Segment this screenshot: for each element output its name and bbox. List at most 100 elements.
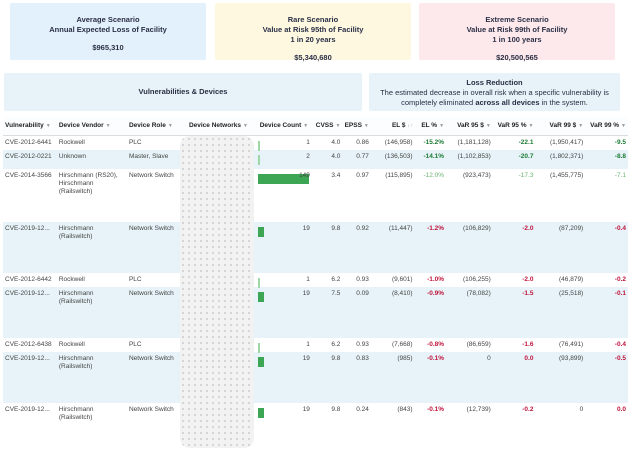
cell-cvss: 6.2 bbox=[331, 275, 341, 283]
column-label: EL % bbox=[421, 122, 438, 130]
cell-cvss: 3.4 bbox=[331, 171, 341, 179]
table-row[interactable]: CVE-2019-12... Hirschmann (Railswitch) Net… bbox=[3, 351, 628, 403]
table-row[interactable]: CVE-2012-6438 Rockwell PLC 1 6.2 0.93 (7,668) -… bbox=[3, 338, 628, 353]
sort-icon[interactable]: ↓↑ bbox=[407, 123, 413, 130]
chevron-down-icon[interactable]: ▼ bbox=[167, 123, 173, 130]
column-label: CVSS bbox=[315, 122, 334, 130]
cell-v99: (93,899) bbox=[535, 351, 586, 403]
device-count-bar bbox=[258, 173, 310, 184]
table-row[interactable]: CVE-2019-12... Hirschmann (Railswitch) Net… bbox=[3, 221, 628, 273]
column-header[interactable]: VaR 99 $ ▼ bbox=[535, 117, 586, 136]
column-label: Device Networks bbox=[188, 122, 241, 130]
cell-vendor: Unknown bbox=[56, 149, 127, 169]
chevron-down-icon[interactable]: ▼ bbox=[621, 123, 626, 130]
chevron-down-icon[interactable]: ▼ bbox=[439, 123, 445, 130]
cell-role: Network Switch bbox=[126, 286, 181, 338]
cell-v99p: 0.0 bbox=[616, 405, 626, 413]
cell-v99: 0 bbox=[579, 405, 584, 413]
table-row[interactable]: CVE-2014-3566 Hirschmann (RS20), Hirschma… bbox=[3, 169, 628, 222]
cell-elp: -14.1% bbox=[414, 149, 447, 169]
chevron-down-icon[interactable]: ▼ bbox=[528, 123, 534, 130]
cell-v95p: -0.2 bbox=[522, 405, 534, 413]
cell-v95p: 0.0 bbox=[492, 351, 536, 403]
chevron-down-icon[interactable]: ▼ bbox=[485, 123, 491, 130]
cell-v99p: -7.1 bbox=[614, 171, 626, 179]
loss-reduction-description: The estimated decrease in overall risk w… bbox=[380, 88, 609, 107]
cell-role: Network Switch bbox=[128, 171, 174, 179]
column-header[interactable]: VaR 95 $ ▼ bbox=[446, 117, 493, 136]
column-header[interactable]: EL % ▼ bbox=[414, 117, 447, 136]
cell-v95: (1,102,853) bbox=[446, 149, 493, 169]
column-header[interactable]: EPSS ▼ bbox=[342, 117, 371, 136]
cell-v95p: -1.5 bbox=[492, 286, 536, 338]
column-label: Device Vendor bbox=[58, 122, 104, 130]
column-header[interactable]: VaR 95 % ▼ bbox=[492, 117, 536, 136]
cell-v95: (106,829) bbox=[446, 221, 493, 273]
cell-role: Master, Slave bbox=[126, 149, 181, 169]
column-header[interactable]: Device Vendor ▼ bbox=[56, 117, 127, 136]
cell-elp: -1.0% bbox=[427, 275, 445, 283]
column-header[interactable]: VaR 99 % ▼ bbox=[585, 117, 628, 136]
cell-v95p: -20.7 bbox=[492, 149, 536, 169]
cell-v99: (87,209) bbox=[535, 221, 586, 273]
cell-role: PLC bbox=[128, 275, 142, 283]
card-line: Value at Risk 95th of Facility bbox=[262, 25, 364, 34]
chevron-down-icon[interactable]: ▼ bbox=[303, 123, 309, 130]
cell-count: 19 bbox=[256, 351, 312, 403]
cell-v95: (106,255) bbox=[462, 275, 491, 283]
cell-count: 19 bbox=[256, 403, 312, 444]
cell-el: (9,601) bbox=[391, 275, 413, 283]
cell-elp: -12.0% bbox=[423, 171, 445, 179]
column-header[interactable]: Device Role ▼ bbox=[126, 117, 181, 136]
cell-v99p: -8.8 bbox=[585, 149, 628, 169]
chevron-down-icon[interactable]: ▼ bbox=[578, 123, 584, 130]
cell-epss: 0.93 bbox=[356, 340, 369, 348]
column-header[interactable]: EL $ ↓↑ bbox=[370, 117, 415, 136]
chevron-down-icon[interactable]: ▼ bbox=[242, 123, 248, 130]
cell-count: 19 bbox=[256, 286, 312, 338]
cell-vuln: CVE-2019-12... bbox=[3, 351, 57, 403]
cell-el: (146,958) bbox=[384, 138, 413, 146]
column-label: VaR 99 $ bbox=[549, 122, 577, 130]
column-header[interactable]: Device Networks ▼ bbox=[180, 117, 257, 136]
cell-vendor: Hirschmann (Railswitch) bbox=[56, 351, 127, 403]
card-line: Annual Expected Loss of Facility bbox=[49, 25, 167, 34]
chevron-down-icon[interactable]: ▼ bbox=[363, 123, 369, 130]
cell-cvss: 9.8 bbox=[311, 351, 343, 403]
cell-vendor: Rockwell bbox=[58, 340, 85, 348]
cell-elp: -0.8% bbox=[427, 340, 445, 348]
cell-vendor: Rockwell bbox=[58, 138, 85, 146]
card-value: $20,500,565 bbox=[496, 53, 538, 62]
cell-v99: (25,518) bbox=[535, 286, 586, 338]
card-line: Value at Risk 99th of Facility bbox=[466, 25, 568, 34]
cell-v99p: -0.5 bbox=[585, 351, 628, 403]
cell-v95: (12,739) bbox=[466, 405, 491, 413]
table-row[interactable]: CVE-2019-12... Hirschmann (Railswitch) Net… bbox=[3, 286, 628, 338]
cell-el: (11,447) bbox=[370, 221, 415, 273]
device-count-bar bbox=[258, 291, 265, 302]
column-label: VaR 95 % bbox=[497, 122, 527, 130]
cell-v99p: -9.5 bbox=[614, 138, 626, 146]
cell-role: Network Switch bbox=[126, 351, 181, 403]
device-count-bar bbox=[258, 154, 261, 165]
cell-count: 1 bbox=[256, 135, 312, 151]
table-row[interactable]: CVE-2012-6441 Rockwell PLC 1 4.0 0.86 (146,958… bbox=[3, 135, 628, 151]
cell-vuln: CVE-2012-0221 bbox=[3, 149, 57, 169]
cell-count: 19 bbox=[256, 221, 312, 273]
column-header[interactable]: Device Count ▼ bbox=[256, 117, 312, 136]
scenario-card: Extreme Scenario Value at Risk 99th of Fa… bbox=[419, 3, 615, 62]
table-row[interactable]: CVE-2019-12... Hirschmann (Railswitch) Net… bbox=[3, 403, 628, 444]
column-header[interactable]: Vulnerability ▼ bbox=[3, 117, 57, 136]
cell-vendor: Hirschmann (Railswitch) bbox=[58, 405, 94, 421]
chevron-down-icon[interactable]: ▼ bbox=[335, 123, 341, 130]
cell-el: (8,410) bbox=[370, 286, 415, 338]
table-row[interactable]: CVE-2012-0221 Unknown Master, Slave 2 4.0 0.7… bbox=[3, 149, 628, 169]
device-count-bar bbox=[258, 140, 261, 151]
chevron-down-icon[interactable]: ▼ bbox=[45, 123, 51, 130]
scenario-card: Average Scenario Annual Expected Loss of … bbox=[10, 3, 206, 60]
table-row[interactable]: CVE-2012-6442 Rockwell PLC 1 6.2 0.93 (9,601) -… bbox=[3, 273, 628, 288]
cell-vuln: CVE-2014-3566 bbox=[5, 171, 52, 179]
chevron-down-icon[interactable]: ▼ bbox=[105, 123, 111, 130]
cell-count: 1 bbox=[256, 338, 312, 353]
column-header[interactable]: CVSS ▼ bbox=[311, 117, 343, 136]
